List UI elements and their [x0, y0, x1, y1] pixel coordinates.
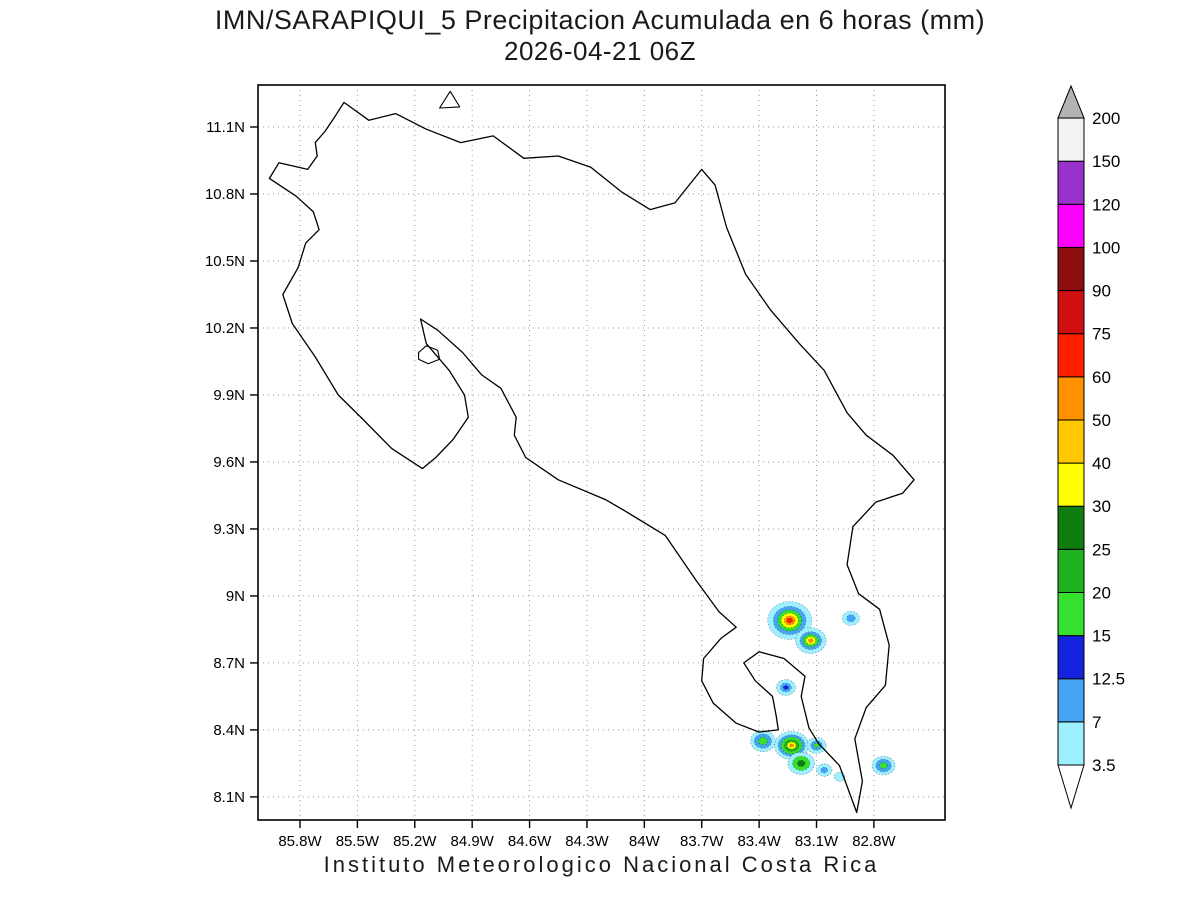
- colorbar-label: 20: [1092, 584, 1111, 603]
- precip-contour: [820, 766, 828, 774]
- precip-contour: [813, 742, 820, 748]
- y-tick-label: 9.6N: [213, 454, 245, 471]
- colorbar-label: 15: [1092, 627, 1111, 646]
- y-tick-label: 9.9N: [213, 387, 245, 404]
- x-tick-label: 85.5W: [336, 833, 380, 850]
- colorbar-label: 50: [1092, 411, 1111, 430]
- colorbar-label: 40: [1092, 454, 1111, 473]
- chart-subtitle: 2026-04-21 06Z: [503, 36, 697, 66]
- x-tick-label: 84W: [629, 833, 661, 850]
- colorbar-segment: [1057, 462, 1085, 507]
- colorbar-below-min-cap: [1057, 764, 1085, 810]
- precip-contour: [808, 638, 814, 643]
- colorbar-label: 120: [1092, 195, 1120, 214]
- colorbar-segment: [1057, 548, 1085, 593]
- x-tick-label: 84.3W: [565, 833, 609, 850]
- x-tick-label: 82.8W: [852, 833, 896, 850]
- x-tick-label: 85.8W: [278, 833, 322, 850]
- colorbar-segment: [1057, 505, 1085, 550]
- coastline-solentiname-islets: [439, 90, 461, 109]
- precip-contour: [846, 614, 856, 623]
- colorbar-label: 100: [1092, 238, 1120, 257]
- colorbar-segment: [1057, 160, 1085, 205]
- attribution-footer: Instituto Meteorologico Nacional Costa R…: [323, 852, 880, 877]
- coastline-chira-island: [418, 345, 441, 365]
- colorbar-label: 150: [1092, 152, 1120, 171]
- x-tick-label: 84.6W: [508, 833, 552, 850]
- colorbar-label: 7: [1092, 713, 1101, 732]
- colorbar-label: 12.5: [1092, 670, 1125, 689]
- map-frame: [257, 84, 946, 821]
- colorbar-label: 75: [1092, 325, 1111, 344]
- colorbar-segment: [1057, 203, 1085, 248]
- colorbar-label: 60: [1092, 368, 1111, 387]
- colorbar-segment: [1057, 117, 1085, 162]
- y-tick-label: 10.2N: [205, 320, 245, 337]
- y-tick-label: 10.8N: [205, 186, 245, 203]
- colorbar-label: 3.5: [1092, 756, 1116, 775]
- x-tick-label: 83.4W: [737, 833, 781, 850]
- y-tick-label: 9.3N: [213, 521, 245, 538]
- colorbar-segment: [1057, 333, 1085, 378]
- colorbar-above-max-cap: [1057, 84, 1085, 119]
- y-tick-label: 11.1N: [206, 119, 245, 136]
- colorbar-segment: [1057, 678, 1085, 723]
- x-tick-label: 85.2W: [393, 833, 437, 850]
- y-tick-label: 8.4N: [213, 722, 245, 739]
- colorbar-segment: [1057, 246, 1085, 292]
- colorbar-segment: [1057, 635, 1085, 680]
- colorbar-label: 25: [1092, 540, 1111, 559]
- colorbar-segment: [1057, 419, 1085, 464]
- y-tick-label: 8.1N: [213, 789, 245, 806]
- colorbar-segment: [1057, 591, 1085, 637]
- colorbar-label: 90: [1092, 282, 1111, 301]
- precip-contour: [783, 685, 789, 690]
- y-tick-label: 10.5N: [205, 253, 245, 270]
- colorbar-segment: [1057, 721, 1085, 766]
- colorbar-segment: [1057, 376, 1085, 421]
- colorbar-label: 200: [1092, 109, 1120, 128]
- precip-contour: [786, 617, 793, 624]
- y-tick-label: 8.7N: [213, 655, 245, 672]
- colorbar-segment: [1057, 290, 1085, 335]
- chart-title: IMN/SARAPIQUI_5 Precipitacion Acumulada …: [214, 5, 986, 35]
- x-tick-label: 84.9W: [450, 833, 494, 850]
- y-tick-label: 9N: [226, 588, 245, 605]
- x-tick-label: 83.1W: [795, 833, 839, 850]
- coastline-costa-rica: [268, 101, 915, 814]
- precip-contour: [879, 762, 888, 769]
- precip-contour: [758, 736, 768, 746]
- x-tick-label: 83.7W: [680, 833, 724, 850]
- precip-contour: [797, 760, 806, 767]
- colorbar-label: 30: [1092, 497, 1111, 516]
- precip-contour: [789, 743, 794, 748]
